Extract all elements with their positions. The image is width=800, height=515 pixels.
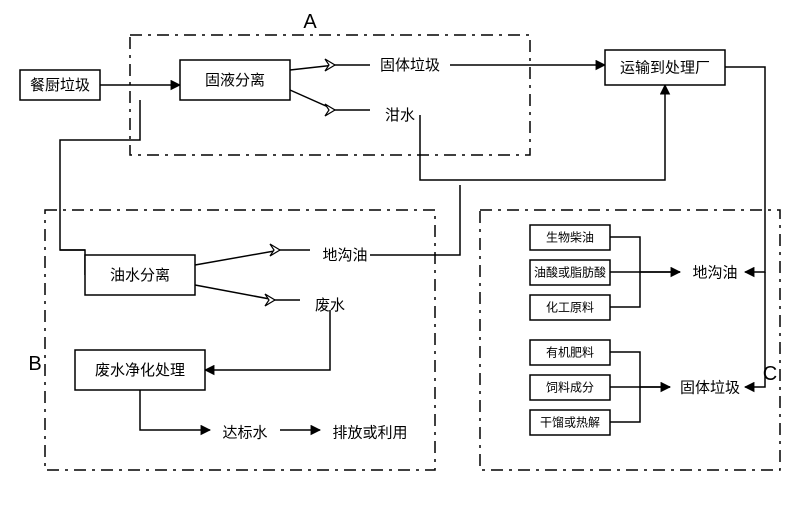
node-label-biod: 生物柴油	[546, 231, 594, 245]
connector-4	[420, 85, 665, 180]
arrowhead-7	[270, 244, 280, 256]
connector-10	[205, 310, 330, 370]
connector-17	[610, 352, 670, 387]
connector-8	[195, 285, 300, 300]
connector-5	[60, 100, 140, 250]
node-label-feed: 饲料成分	[546, 381, 594, 395]
connector-6	[60, 250, 85, 275]
connector-13	[610, 237, 680, 272]
connector-11	[140, 390, 210, 430]
node-label-solid2: 固体垃圾	[680, 379, 740, 396]
connector-15	[610, 272, 640, 307]
region-label-a: A	[303, 11, 317, 33]
node-label-std: 达标水	[222, 424, 267, 441]
arrowhead-8	[265, 294, 275, 306]
region-c	[480, 210, 780, 470]
node-label-input: 餐厨垃圾	[30, 77, 90, 94]
arrowhead-1	[325, 59, 335, 71]
node-label-fert: 有机肥料	[546, 346, 594, 360]
node-label-sep1: 固液分离	[205, 72, 265, 89]
node-label-waste: 废水	[315, 297, 345, 314]
region-label-c: C	[763, 363, 777, 385]
node-label-gutter1: 地沟油	[322, 247, 367, 264]
connector-21	[725, 67, 765, 272]
node-label-transport: 运输到处理厂	[620, 59, 710, 76]
connector-7	[195, 250, 310, 265]
node-label-dry: 干馏或热解	[540, 416, 600, 430]
node-label-purify: 废水净化处理	[95, 362, 185, 379]
connector-9	[370, 185, 460, 255]
node-label-sep2: 油水分离	[110, 267, 170, 284]
node-label-chem: 化工原料	[546, 301, 594, 315]
node-label-use: 排放或利用	[332, 424, 407, 441]
node-label-gutter2: 地沟油	[692, 264, 737, 281]
node-label-slop: 泔水	[385, 107, 415, 124]
region-label-b: B	[28, 353, 41, 375]
arrowhead-2	[325, 104, 335, 116]
connector-19	[610, 387, 640, 422]
node-label-solid1: 固体垃圾	[380, 57, 440, 74]
node-label-acid: 油酸或脂肪酸	[534, 265, 606, 280]
